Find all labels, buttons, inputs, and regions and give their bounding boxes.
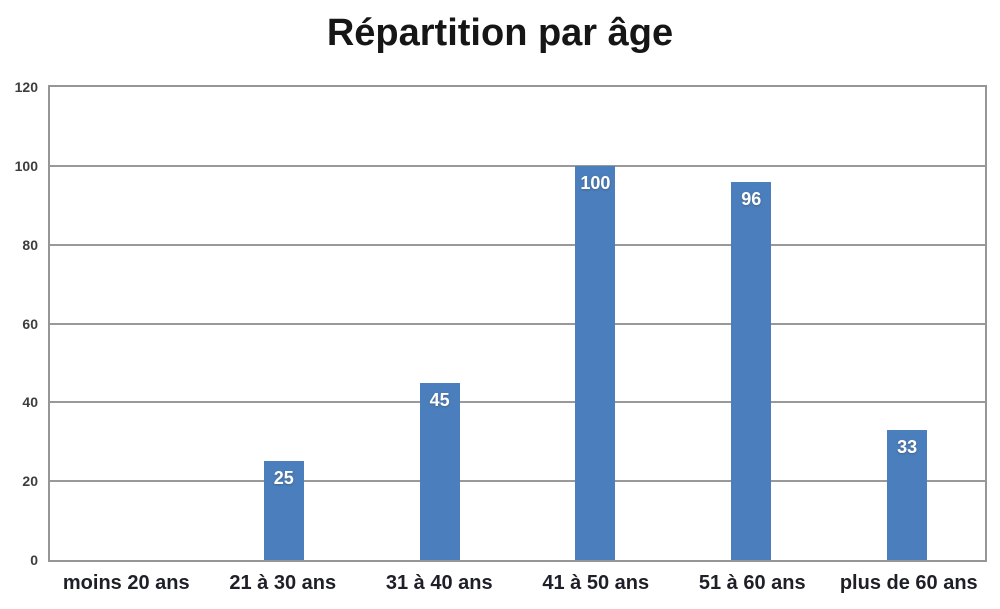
y-tick-label: 120 xyxy=(14,79,38,95)
gridline xyxy=(50,164,985,167)
bar-value-label: 25 xyxy=(273,468,294,489)
bar: 45 xyxy=(419,382,460,560)
bar-value-label: 33 xyxy=(897,436,918,457)
y-tick-label: 20 xyxy=(22,473,38,490)
x-category-label: 21 à 30 ans xyxy=(229,572,337,594)
bar: 33 xyxy=(887,429,928,560)
y-tick-label: 40 xyxy=(22,394,38,411)
plot-area: 25 45 100 96 33 xyxy=(48,85,987,562)
y-tick-label: 100 xyxy=(14,157,38,174)
x-category-label: 31 à 40 ans xyxy=(385,572,493,594)
gridline xyxy=(50,243,985,246)
bar-value-label: 96 xyxy=(741,188,762,209)
bar-value-label: 45 xyxy=(429,389,450,410)
y-tick-label: 60 xyxy=(22,315,38,332)
bar: 100 xyxy=(575,165,616,560)
y-tick-label: 80 xyxy=(22,236,38,253)
gridline xyxy=(50,401,985,404)
gridline xyxy=(50,480,985,483)
gridline xyxy=(50,322,985,325)
chart-title: Répartition par âge xyxy=(326,12,674,54)
x-category-label: moins 20 ans xyxy=(62,572,190,594)
x-axis: moins 20 ans 21 à 30 ans 31 à 40 ans 41 à 5… xyxy=(48,570,987,596)
x-category-label: 41 à 50 ans xyxy=(542,572,650,594)
bar: 25 xyxy=(263,461,304,560)
bar-value-label: 100 xyxy=(580,172,611,193)
x-category-label: 51 à 60 ans xyxy=(698,572,806,594)
y-tick-label: 0 xyxy=(30,552,38,568)
x-category-label: plus de 60 ans xyxy=(839,572,978,594)
bar: 96 xyxy=(731,181,772,560)
